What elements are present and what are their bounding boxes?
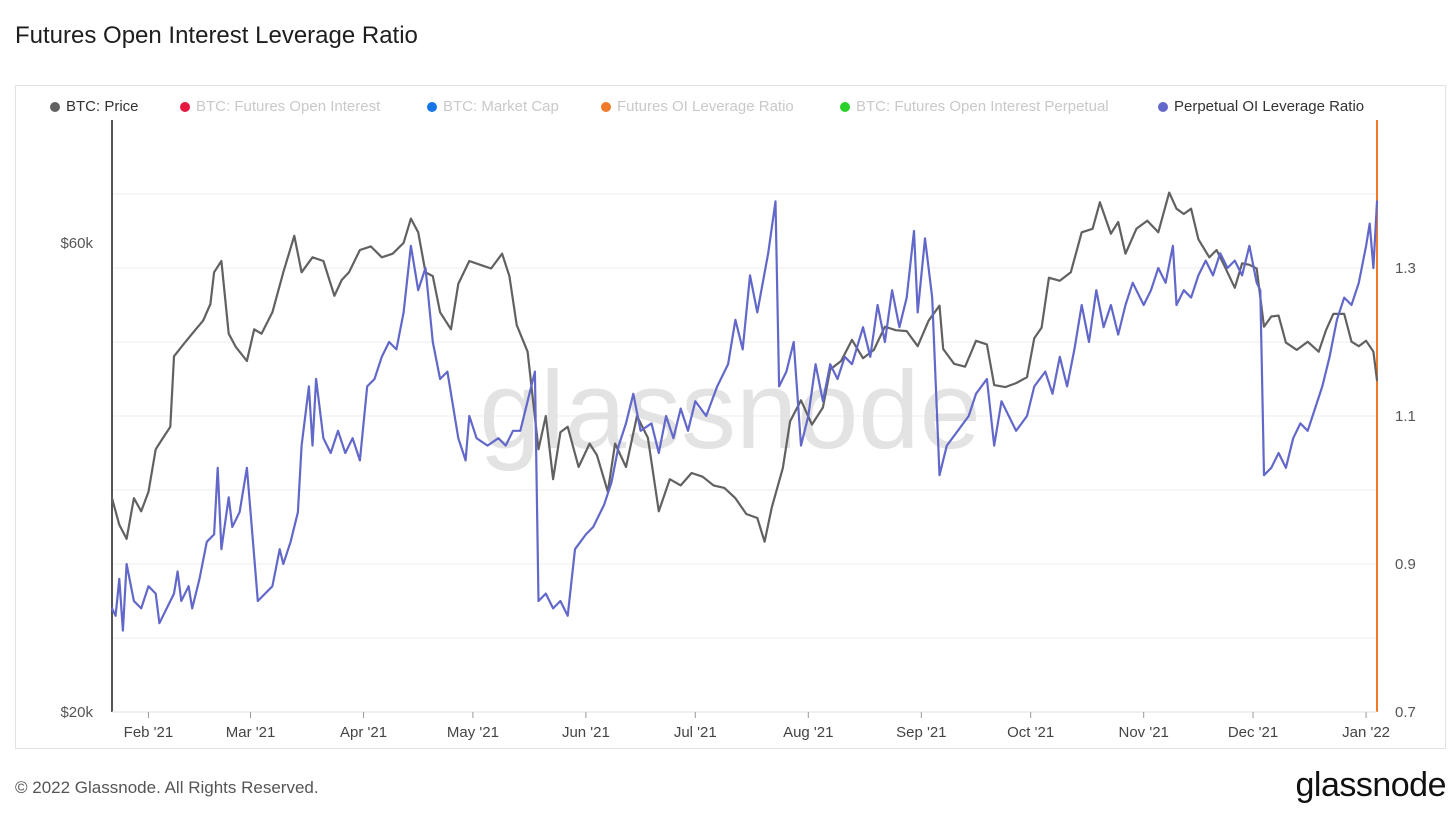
x-tick-label: Nov '21: [1118, 724, 1168, 741]
y-right-tick-label: 1.1: [1395, 408, 1416, 425]
legend-dot: [427, 101, 437, 112]
legend-dot: [601, 101, 611, 112]
glassnode-logo[interactable]: glassnode: [1295, 766, 1446, 804]
x-tick-label: Jun '21: [562, 724, 610, 741]
x-tick-label: Aug '21: [783, 724, 833, 741]
perpetual-oi-leverage-ratio-line: [110, 200, 1379, 632]
x-tick-label: Dec '21: [1228, 724, 1278, 741]
y-left-tick-label: $20k: [60, 704, 93, 721]
legend-item-5[interactable]: Perpetual OI Leverage Ratio: [1158, 98, 1364, 115]
x-tick-label: Feb '21: [124, 724, 174, 741]
x-tick-label: Apr '21: [340, 724, 387, 741]
page-title: Futures Open Interest Leverage Ratio: [15, 22, 418, 49]
x-tick-label: Jul '21: [674, 724, 717, 741]
legend-dot: [1158, 101, 1168, 112]
y-right-tick-label: 0.9: [1395, 556, 1416, 573]
y-right-tick-label: 1.3: [1395, 260, 1416, 277]
legend-item-2[interactable]: BTC: Market Cap: [427, 98, 559, 115]
x-tick-label: Oct '21: [1007, 724, 1054, 741]
legend-label: BTC: Futures Open Interest: [196, 98, 381, 115]
x-tick-label: Mar '21: [226, 724, 276, 741]
x-tick-label: Jan '22: [1342, 724, 1390, 741]
watermark: glassnode: [479, 349, 981, 472]
legend-item-4[interactable]: BTC: Futures Open Interest Perpetual: [840, 98, 1109, 115]
legend-label: Futures OI Leverage Ratio: [617, 98, 794, 115]
btc-price-line: [110, 191, 1379, 543]
legend-item-0[interactable]: BTC: Price: [50, 98, 139, 115]
legend-item-3[interactable]: Futures OI Leverage Ratio: [601, 98, 794, 115]
legend-label: BTC: Price: [66, 98, 139, 115]
x-tick-label: Sep '21: [896, 724, 946, 741]
legend-dot: [50, 101, 60, 112]
legend-label: Perpetual OI Leverage Ratio: [1174, 98, 1365, 115]
legend-item-1[interactable]: BTC: Futures Open Interest: [180, 98, 380, 115]
legend-dot: [840, 101, 850, 112]
y-right-tick-label: 0.7: [1395, 704, 1416, 721]
y-left-tick-label: $60k: [60, 235, 93, 252]
legend-label: BTC: Market Cap: [443, 98, 559, 115]
chart-frame: [15, 85, 1446, 749]
chart-plot[interactable]: glassnode Feb '21 Mar '21 Apr '21 May '21 Jun…: [0, 0, 1456, 760]
legend-dot: [180, 101, 190, 112]
x-tick-label: May '21: [447, 724, 499, 741]
chart-legend: BTC: Price BTC: Futures Open Interest BTC:…: [15, 98, 1446, 118]
copyright-footer: © 2022 Glassnode. All Rights Reserved.: [15, 778, 319, 797]
legend-label: BTC: Futures Open Interest Perpetual: [856, 98, 1109, 115]
